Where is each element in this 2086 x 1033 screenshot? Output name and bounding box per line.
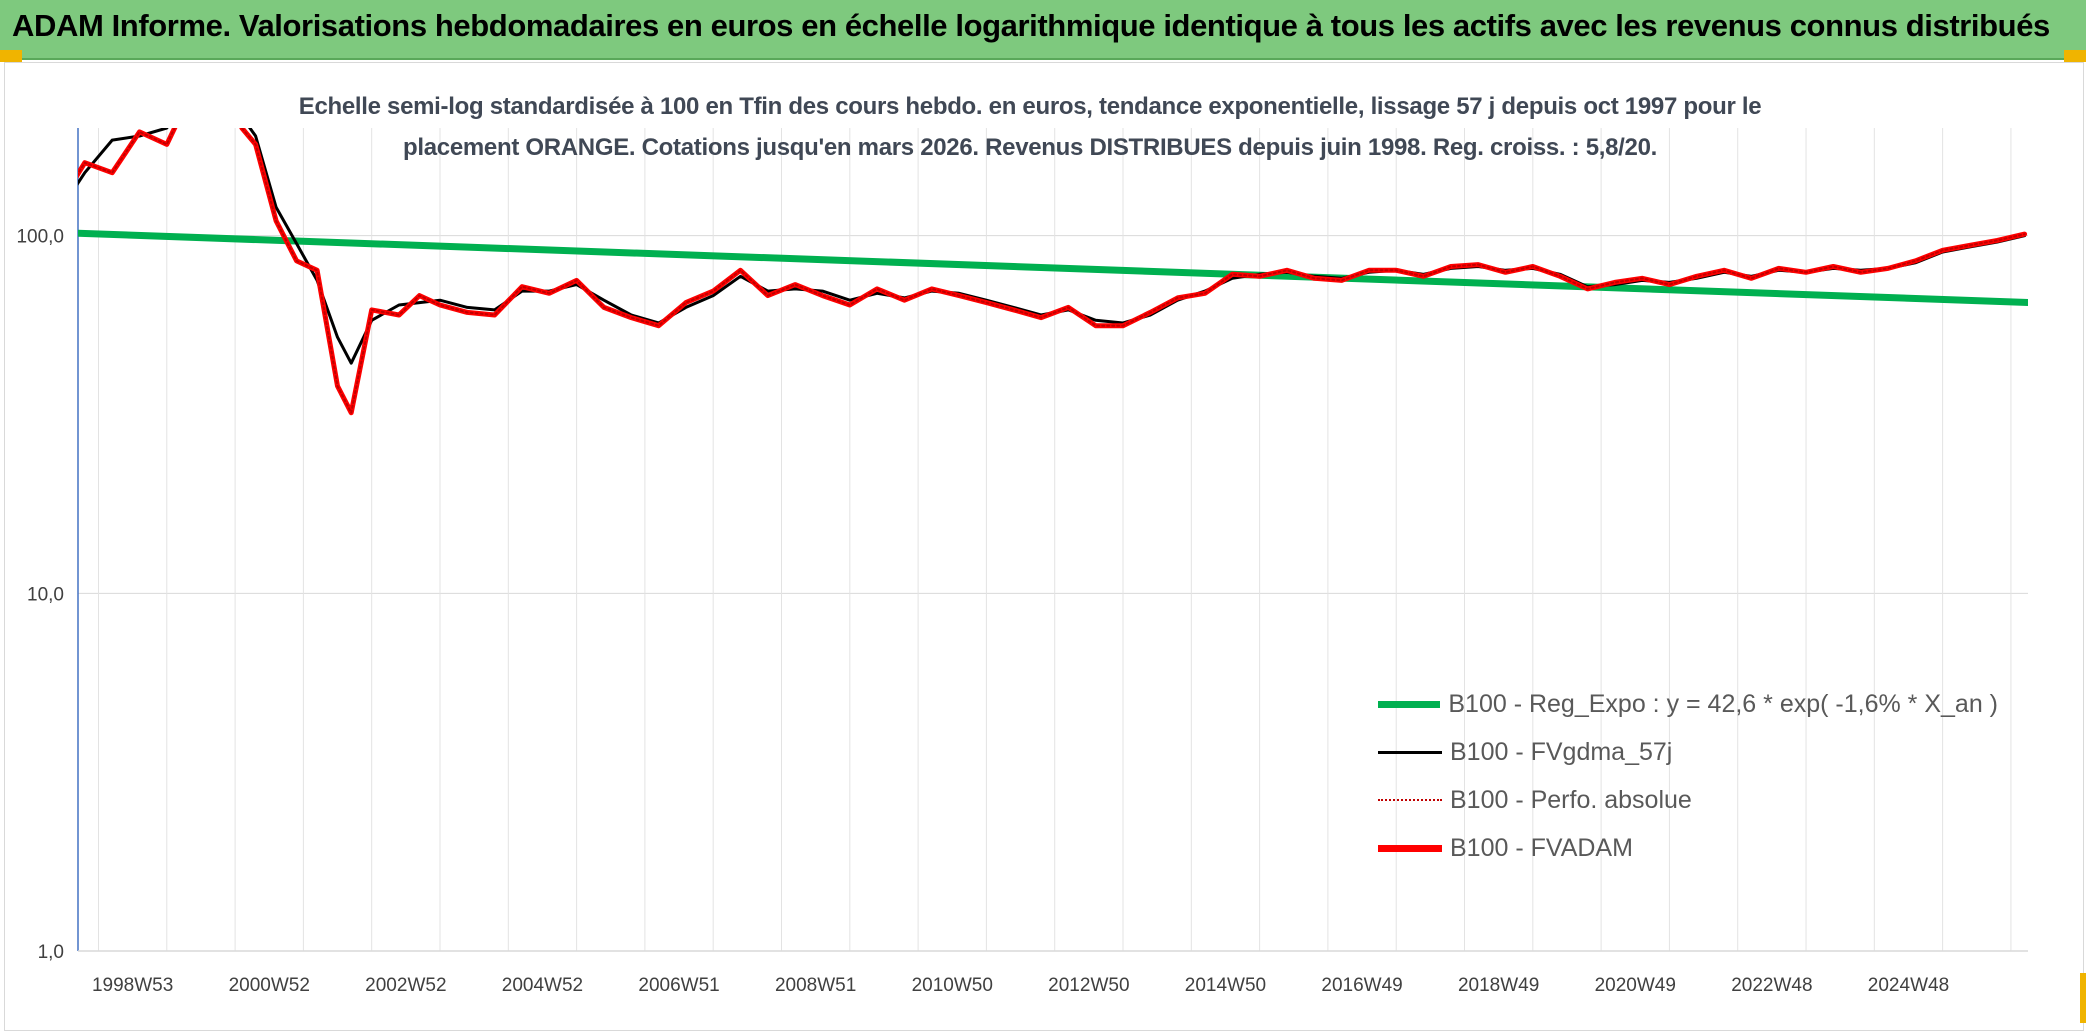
legend-label: B100 - FVADAM [1450, 833, 1633, 862]
chart-legend: B100 - Reg_Expo : y = 42,6 * exp( -1,6% … [1378, 680, 1998, 872]
page-title: ADAM Informe. Valorisations hebdomadaire… [12, 8, 2050, 43]
x-tick-label: 2014W50 [1185, 975, 1266, 996]
x-tick-label: 2020W49 [1595, 975, 1676, 996]
x-tick-label: 2008W51 [775, 975, 856, 996]
y-tick-label: 10,0 [27, 584, 64, 605]
title-bar: ADAM Informe. Valorisations hebdomadaire… [0, 0, 2086, 60]
legend-label: B100 - Reg_Expo : y = 42,6 * exp( -1,6% … [1448, 689, 1998, 718]
legend-swatch [1378, 700, 1441, 708]
x-tick-label: 2004W52 [502, 975, 583, 996]
corner-marker-top-left [0, 50, 22, 62]
chart-series [78, 128, 2028, 416]
x-tick-label: 2010W50 [912, 975, 993, 996]
legend-item: B100 - FVADAM [1378, 824, 1998, 872]
legend-swatch [1378, 750, 1442, 754]
legend-label: B100 - FVgdma_57j [1450, 737, 1673, 766]
x-tick-label: 2012W50 [1048, 975, 1129, 996]
x-tick-label: 2002W52 [365, 975, 446, 996]
x-tick-label: 2006W51 [638, 975, 719, 996]
series-line-1 [78, 229, 2028, 306]
x-tick-label: 2018W49 [1458, 975, 1539, 996]
x-tick-label: 2022W48 [1731, 975, 1812, 996]
x-axis-ticks: 1998W53 2000W52 2002W52 2004W52 2006W51 2008W… [92, 975, 1949, 996]
legend-swatch [1378, 799, 1442, 801]
legend-item: B100 - FVgdma_57j [1378, 728, 1998, 776]
x-tick-label: 2000W52 [229, 975, 310, 996]
x-tick-label: 2024W48 [1868, 975, 1949, 996]
legend-item: B100 - Perfo. absolue [1378, 776, 1998, 824]
chart-title-line-2: placement ORANGE. Cotations jusqu'en mar… [403, 134, 1657, 161]
x-tick-label: 2016W49 [1321, 975, 1402, 996]
corner-marker-top-right [2064, 50, 2086, 62]
chart-title-line-1: Echelle semi-log standardisée à 100 en T… [298, 93, 1762, 120]
y-axis-ticks: 1,0 10,0 100,0 [16, 227, 64, 963]
x-tick-label: 1998W53 [92, 975, 173, 996]
y-tick-label: 1,0 [38, 942, 64, 963]
series-line-3 [78, 128, 2026, 414]
corner-marker-bottom-right [2080, 973, 2086, 1023]
chart-title: Echelle semi-log standardisée à 100 en T… [250, 86, 1810, 168]
y-tick-label: 100,0 [16, 227, 64, 248]
legend-label: B100 - Perfo. absolue [1450, 785, 1692, 814]
legend-item: B100 - Reg_Expo : y = 42,6 * exp( -1,6% … [1378, 680, 1998, 728]
legend-swatch [1378, 844, 1442, 852]
